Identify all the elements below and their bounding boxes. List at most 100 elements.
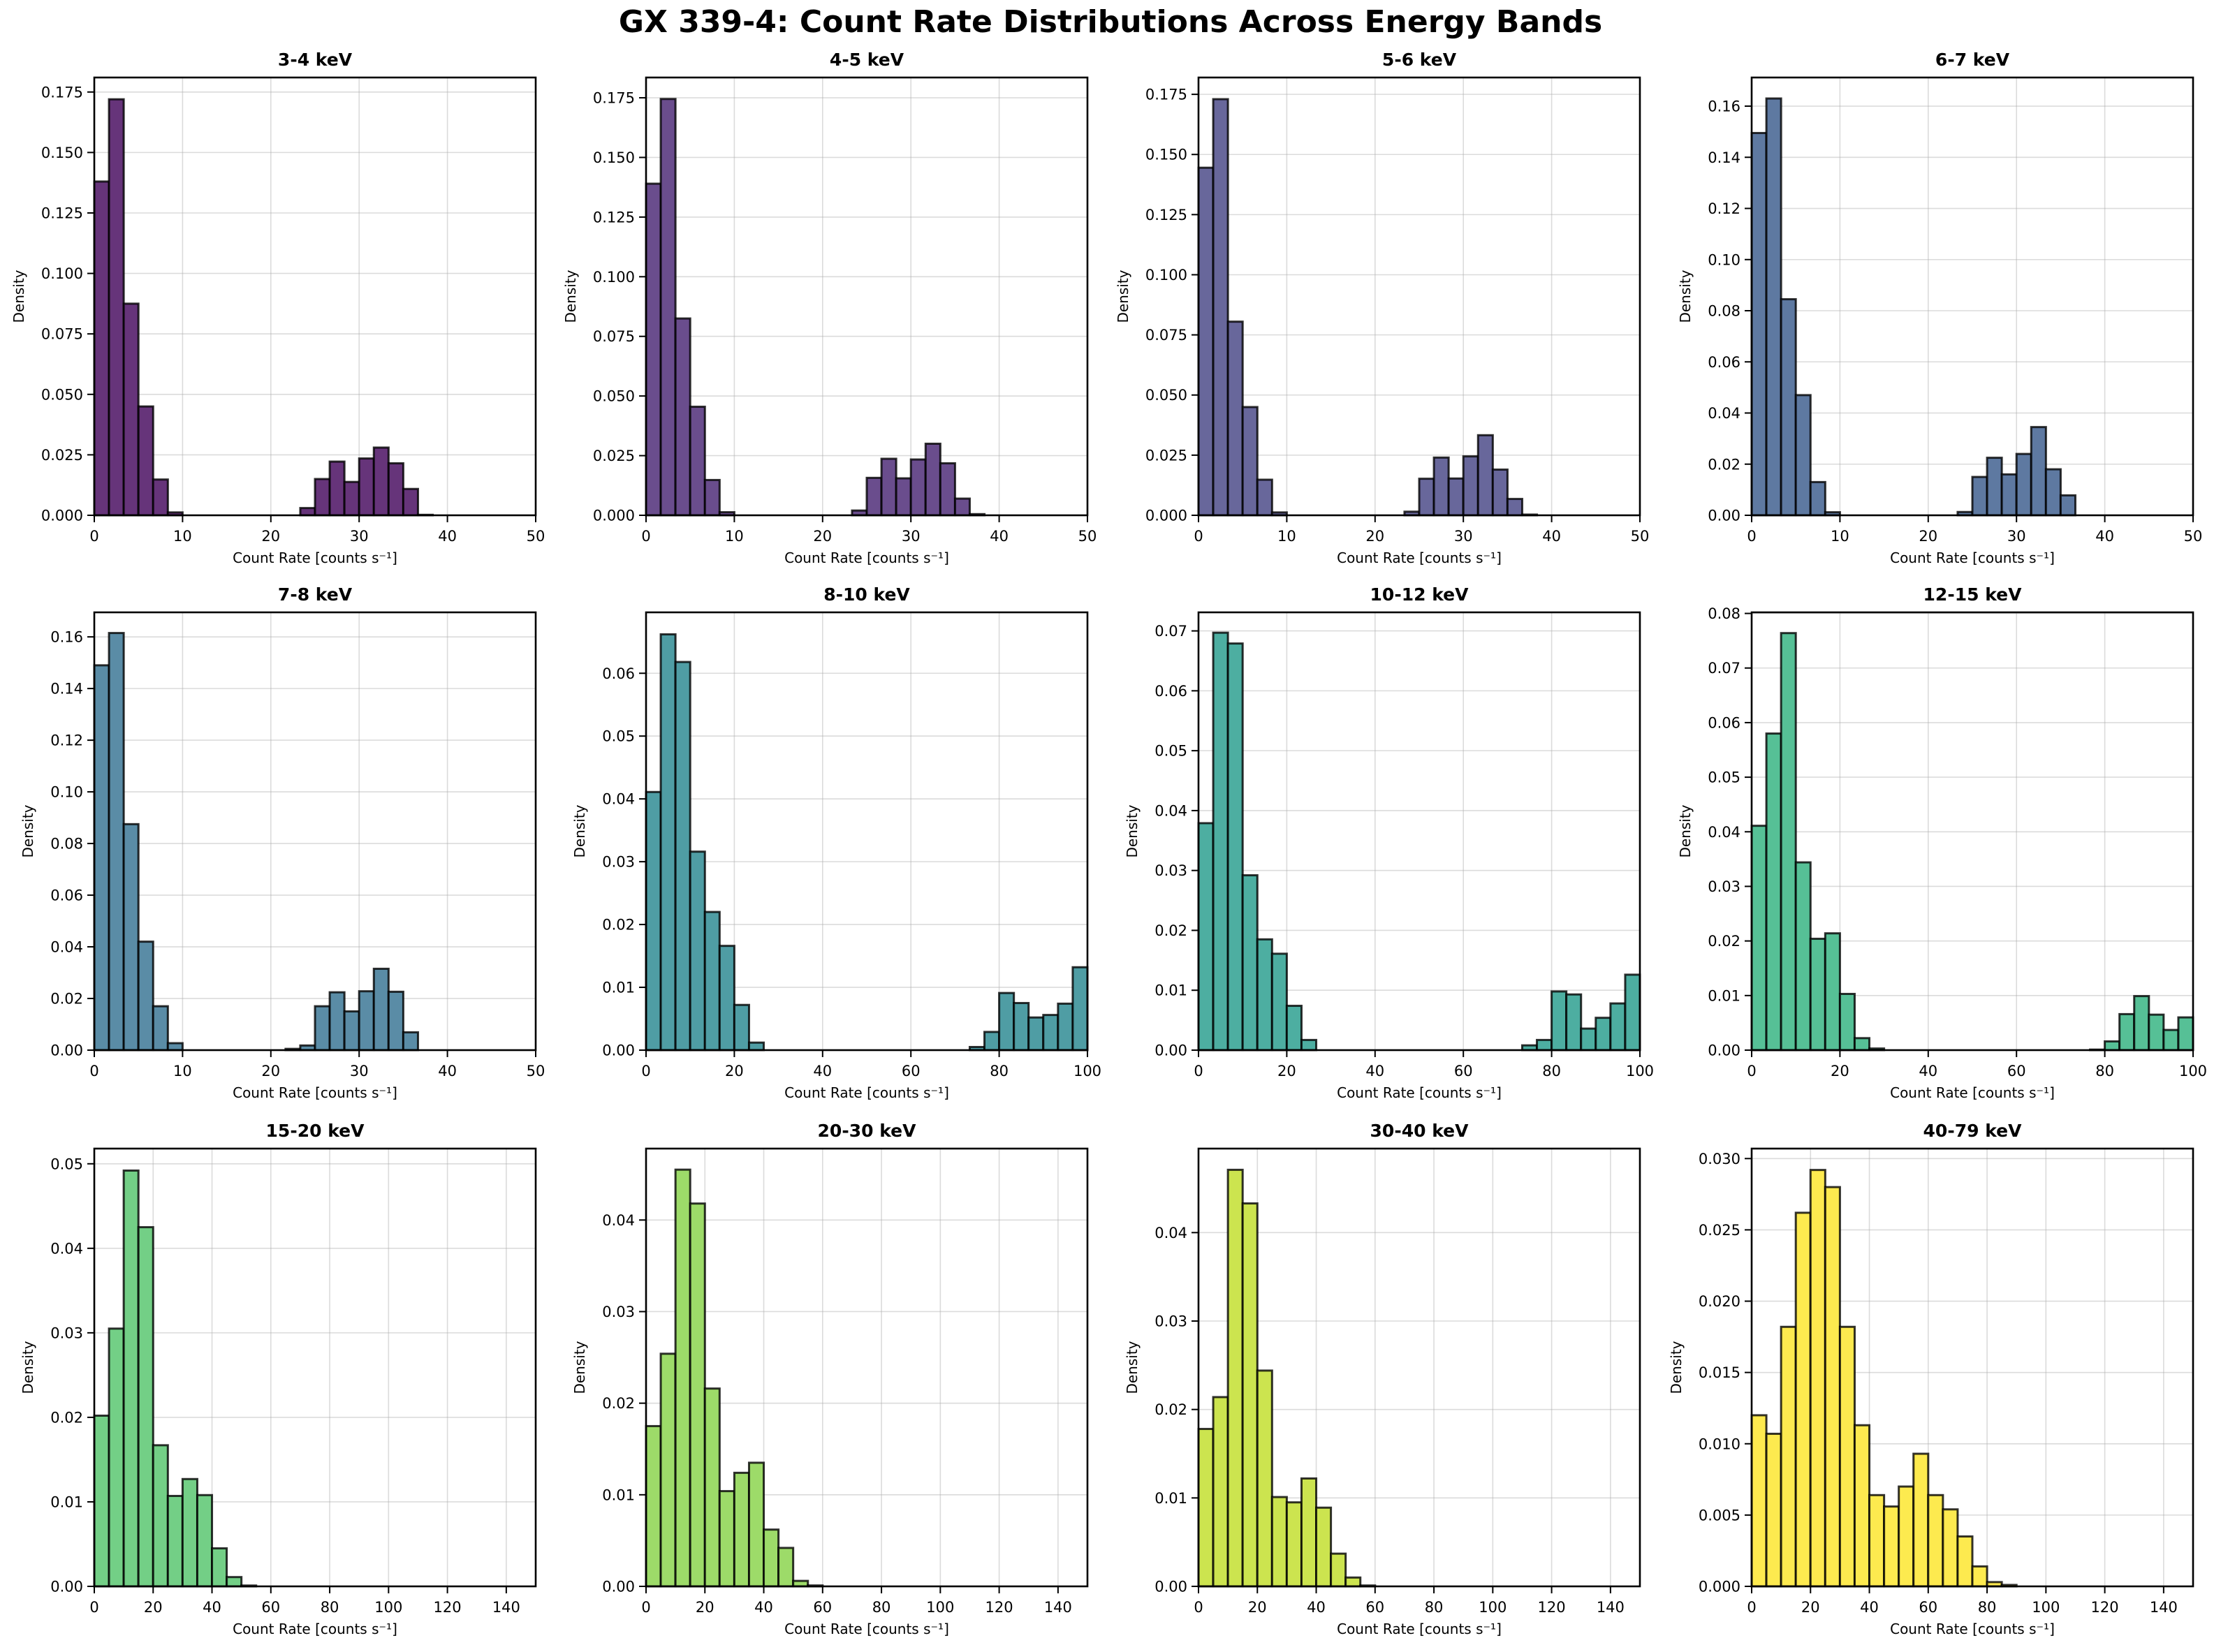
y-tick-label: 0.16 bbox=[50, 629, 83, 646]
histogram-bar bbox=[998, 991, 1016, 1052]
histogram-bar bbox=[1853, 1424, 1871, 1588]
y-tick-label: 0.04 bbox=[1708, 824, 1740, 841]
subplot-15-20-kev: 0 20 40 60 80 100 120 140 0.00 0.01 0.02 0.03 0.04 0.… bbox=[20, 1121, 537, 1637]
x-tick-label: 0 bbox=[1747, 1063, 1756, 1079]
x-tick-label: 20 bbox=[261, 528, 280, 545]
histogram-bar bbox=[763, 1528, 780, 1588]
x-tick-label: 140 bbox=[1597, 1599, 1625, 1616]
x-tick-label: 50 bbox=[2184, 528, 2203, 545]
histogram-bar bbox=[1794, 861, 1812, 1052]
x-tick-label: 20 bbox=[813, 528, 832, 545]
histogram-bar bbox=[1927, 1494, 1944, 1588]
histogram-bar bbox=[1491, 469, 1509, 517]
y-tick-label: 0.000 bbox=[593, 508, 635, 524]
histogram-bar bbox=[865, 476, 883, 517]
subplot-5-6-kev: 0 10 20 30 40 50 0.000 0.025 0.050 0.075 0.100 0.12… bbox=[1115, 50, 1649, 566]
histogram-bar bbox=[1750, 825, 1768, 1052]
y-tick-label: 0.07 bbox=[1155, 623, 1187, 640]
subplot-8-10-kev: 0 20 40 60 80 100 0.00 0.01 0.02 0.03 0.04 0.05 0.06… bbox=[571, 584, 1101, 1101]
histogram-bar bbox=[122, 823, 140, 1052]
axes-frame bbox=[645, 611, 1089, 1052]
histogram-bar bbox=[1536, 1038, 1553, 1052]
histogram-bar bbox=[2000, 473, 2018, 517]
histogram-bar bbox=[328, 991, 346, 1052]
y-tick-label: 0.03 bbox=[1155, 862, 1187, 879]
y-tick-label: 0.015 bbox=[1699, 1364, 1740, 1381]
histogram-bar bbox=[703, 910, 721, 1052]
y-tick-label: 0.05 bbox=[50, 1156, 83, 1172]
x-tick-label: 50 bbox=[1631, 528, 1650, 545]
y-tick-label: 0.01 bbox=[602, 980, 635, 996]
histogram-bar bbox=[659, 633, 677, 1052]
histogram-bar bbox=[343, 480, 360, 517]
histogram-bar bbox=[137, 941, 154, 1052]
bars bbox=[645, 1168, 824, 1588]
subplot-title: 7-8 keV bbox=[278, 584, 353, 605]
bars bbox=[1750, 97, 2076, 517]
histogram-bar bbox=[343, 1010, 360, 1052]
y-tick-label: 0.00 bbox=[602, 1579, 635, 1595]
x-tick-label: 100 bbox=[2179, 1063, 2207, 1079]
grid bbox=[94, 78, 536, 516]
x-tick-label: 0 bbox=[1194, 1063, 1203, 1079]
histogram-bar bbox=[747, 1461, 765, 1588]
histogram-bar bbox=[703, 1387, 721, 1588]
histogram-bar bbox=[166, 1042, 184, 1052]
histogram-bar bbox=[358, 990, 375, 1052]
subplot-title: 3-4 keV bbox=[278, 50, 353, 70]
histogram-bar bbox=[314, 1005, 331, 1052]
histogram-bar bbox=[2104, 1040, 2121, 1052]
y-tick-label: 0.12 bbox=[50, 732, 83, 749]
x-tick-label: 20 bbox=[1919, 528, 1937, 545]
histogram-bar bbox=[2015, 452, 2032, 517]
subplot-title: 30-40 keV bbox=[1370, 1121, 1469, 1141]
x-axis-label: Count Rate [counts s⁻¹] bbox=[784, 550, 949, 566]
axes-frame bbox=[1750, 1147, 2194, 1588]
histogram-bar bbox=[137, 405, 154, 517]
x-tick-label: 30 bbox=[350, 1063, 369, 1079]
histogram-bar bbox=[689, 406, 706, 517]
histogram-bar bbox=[358, 457, 375, 517]
histogram-bar bbox=[1300, 1038, 1318, 1052]
subplot-title: 15-20 keV bbox=[266, 1121, 365, 1141]
histogram-bar bbox=[1750, 131, 1768, 517]
histogram-bar bbox=[1506, 498, 1523, 517]
histogram-bar bbox=[939, 462, 956, 517]
histogram-bar bbox=[983, 1031, 1001, 1052]
histogram-bar bbox=[1580, 1027, 1597, 1052]
x-tick-label: 20 bbox=[696, 1599, 714, 1616]
histogram-bar bbox=[1824, 1186, 1841, 1588]
histogram-bar bbox=[2162, 1028, 2180, 1052]
x-tick-label: 80 bbox=[872, 1599, 891, 1616]
y-tick-label: 0.03 bbox=[1708, 878, 1740, 895]
histogram-bar bbox=[299, 507, 316, 517]
x-tick-label: 140 bbox=[1044, 1599, 1072, 1616]
histogram-bar bbox=[108, 632, 125, 1052]
y-tick-label: 0.150 bbox=[593, 149, 635, 166]
histogram-bar bbox=[1241, 406, 1259, 517]
bars bbox=[93, 98, 434, 517]
y-tick-label: 0.02 bbox=[1155, 1401, 1187, 1418]
y-tick-label: 0.14 bbox=[50, 681, 83, 698]
histogram-bar bbox=[733, 1003, 750, 1052]
axes-frame bbox=[93, 611, 537, 1052]
histogram-bar bbox=[1838, 992, 1856, 1052]
y-tick-label: 0.150 bbox=[1145, 147, 1187, 163]
histogram-bar bbox=[659, 1352, 677, 1588]
histogram-bar bbox=[674, 317, 691, 517]
histogram-bar bbox=[1447, 477, 1465, 517]
histogram-bar bbox=[1956, 1535, 1974, 1588]
y-tick-label: 0.04 bbox=[602, 791, 635, 808]
y-tick-label: 0.02 bbox=[1708, 456, 1740, 473]
histogram-bar bbox=[1315, 1506, 1333, 1588]
histogram-bar bbox=[1197, 166, 1215, 517]
y-tick-label: 0.03 bbox=[50, 1325, 83, 1341]
histogram-bar bbox=[1765, 732, 1782, 1052]
x-tick-label: 40 bbox=[1860, 1599, 1879, 1616]
y-axis-label: Density bbox=[571, 1341, 588, 1394]
y-tick-label: 0.00 bbox=[1708, 1042, 1740, 1059]
subplot-10-12-kev: 0 20 40 60 80 100 0.00 0.01 0.02 0.03 0.04 0.05 0.06… bbox=[1124, 584, 1654, 1101]
histogram-bar bbox=[387, 462, 404, 517]
x-tick-label: 80 bbox=[2095, 1063, 2114, 1079]
bars bbox=[93, 632, 419, 1052]
